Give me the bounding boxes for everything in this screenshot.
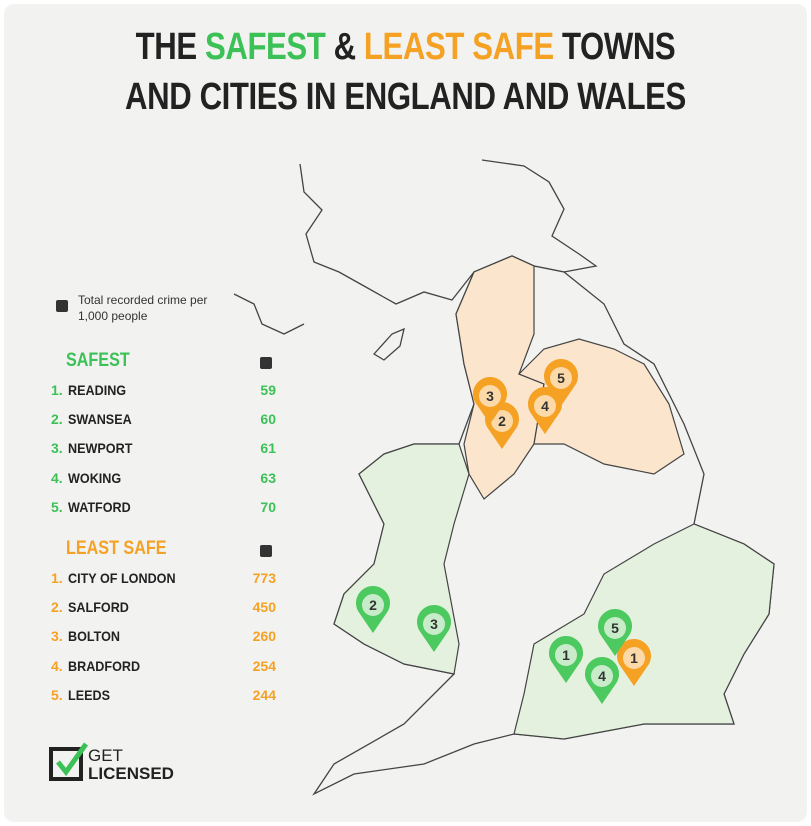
ranking-row: 3. BOLTON 260 [51, 628, 276, 648]
chart-icon [260, 357, 272, 369]
rank: 5. [51, 498, 63, 515]
rank: 1. [51, 570, 63, 586]
pin-label: 2 [369, 597, 377, 613]
pin-center [591, 665, 613, 687]
title-safest: SAFEST [204, 26, 326, 68]
pin-center [555, 644, 577, 666]
ranking-row: 4. BRADFORD 254 [51, 658, 276, 678]
pin-label: 2 [498, 413, 506, 429]
place-name: READING [68, 382, 127, 398]
safest-heading: SAFEST [66, 350, 130, 371]
isle-of-man [372, 327, 405, 361]
crime-value: 61 [260, 440, 276, 457]
place-name: BOLTON [68, 628, 121, 645]
pin: 4 [528, 387, 562, 434]
rank: 4. [51, 469, 63, 486]
pin: 1 [617, 639, 651, 686]
ranking-row: 5. WATFORD 70 [51, 499, 276, 519]
place-name: WATFORD [68, 498, 131, 515]
pin: 5 [544, 359, 578, 406]
pin: 1 [549, 636, 583, 683]
pin-label: 3 [430, 616, 438, 632]
crime-value: 254 [252, 657, 276, 674]
rank: 3. [51, 628, 63, 645]
pin-center [534, 395, 556, 417]
ireland-outline [233, 293, 305, 335]
pin-center [479, 385, 501, 407]
place-name: LEEDS [68, 686, 111, 703]
crime-value: 450 [252, 599, 276, 616]
pin-center [423, 613, 445, 635]
pin: 2 [355, 586, 391, 633]
title-text: & [333, 26, 357, 68]
ranking-row: 2. SALFORD 450 [51, 599, 276, 619]
chart-icon [56, 300, 68, 312]
pin-label: 1 [630, 650, 638, 666]
logo-check [56, 742, 89, 777]
logo-box [49, 747, 83, 781]
pin-label: 1 [562, 647, 570, 663]
chart-icon [260, 545, 272, 557]
south-east-region [513, 523, 775, 740]
place-name: BRADFORD [68, 657, 141, 674]
pin: 4 [584, 657, 619, 704]
logo-text: GET [88, 746, 123, 765]
title-text: THE [135, 26, 197, 68]
crime-value: 244 [252, 686, 276, 703]
pin-center [623, 647, 645, 669]
pin-label: 4 [598, 668, 606, 684]
pin-label: 5 [611, 620, 619, 636]
crime-value: 59 [260, 382, 276, 398]
pin-label: 5 [557, 370, 565, 386]
ranking-row: 3. NEWPORT 61 [51, 440, 276, 460]
rank: 3. [51, 440, 63, 457]
ranking-row: 2. SWANSEA 60 [51, 411, 276, 431]
ranking-row: 5. LEEDS 244 [51, 687, 276, 707]
rank: 2. [51, 411, 63, 428]
ranking-row: 1. CITY OF LONDON 773 [51, 570, 276, 590]
rank: 2. [51, 599, 63, 616]
pin: 3 [417, 605, 451, 652]
logo-text: LICENSED [88, 764, 174, 783]
place-name: SWANSEA [68, 411, 132, 428]
pin: 5 [598, 609, 632, 656]
pin-label: 3 [486, 388, 494, 404]
pin-center [604, 617, 626, 639]
least-safe-heading: LEAST SAFE [66, 538, 167, 559]
pin-center [491, 410, 513, 432]
crime-value: 773 [252, 570, 276, 586]
rank: 1. [51, 382, 63, 398]
title-line2: AND CITIES IN ENGLAND AND WALES [125, 76, 686, 118]
rank: 4. [51, 657, 63, 674]
ranking-row: 4. WOKING 63 [51, 470, 276, 490]
rank: 5. [51, 686, 63, 703]
pin-center [550, 367, 572, 389]
place-name: CITY OF LONDON [68, 570, 176, 586]
pin-center [362, 594, 384, 616]
crime-value: 60 [260, 411, 276, 428]
crime-value: 260 [252, 628, 276, 645]
crime-value: 63 [260, 469, 276, 486]
legend-note: Total recorded crime per 1,000 people [78, 293, 208, 323]
title-line1: THE SAFEST & LEAST SAFE TOWNS [76, 26, 734, 69]
title-text: TOWNS [561, 26, 676, 68]
crime-value: 70 [260, 498, 276, 515]
place-name: SALFORD [68, 599, 129, 616]
ranking-row: 1. READING 59 [51, 382, 276, 402]
place-name: WOKING [68, 469, 122, 486]
title-least-safe: LEAST SAFE [363, 26, 554, 68]
pin: 3 [473, 376, 508, 424]
pin-label: 4 [541, 398, 549, 414]
place-name: NEWPORT [68, 440, 133, 457]
